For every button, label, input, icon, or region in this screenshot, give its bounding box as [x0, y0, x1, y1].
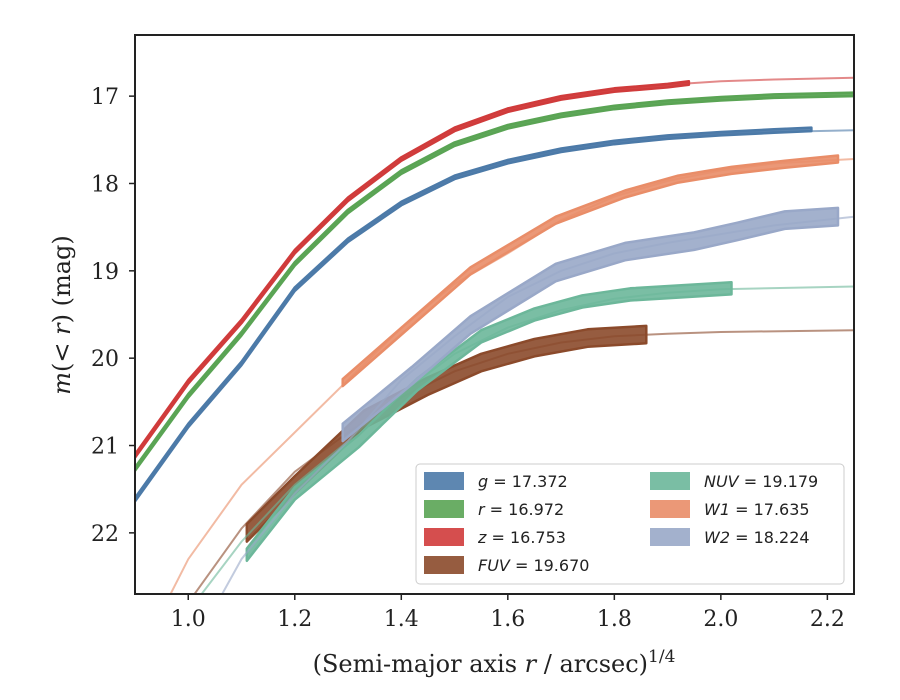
legend-label: W2 = 18.224 [704, 528, 810, 547]
y-tick-label: 19 [91, 260, 119, 285]
legend: g = 17.372 r = 16.972 z = 16.753 FUV = 19.6… [415, 463, 845, 585]
series-r [135, 91, 854, 473]
legend-label: FUV = 19.670 [478, 556, 589, 575]
y-tick-label: 17 [91, 85, 119, 110]
legend-item-fuv: FUV = 19.670 [424, 556, 589, 575]
legend-label: r = 16.972 [478, 500, 564, 519]
legend-swatch [650, 500, 690, 518]
legend-label: NUV = 19.179 [704, 472, 818, 491]
x-tick-label: 2.2 [810, 607, 845, 632]
legend-swatch [650, 472, 690, 490]
legend-swatch [424, 472, 464, 490]
legend-swatch [424, 556, 464, 574]
x-axis-ticks: 1.0 1.2 1.4 1.6 1.8 2.0 2.2 [171, 594, 845, 632]
plot-area [135, 76, 854, 594]
x-tick-label: 1.6 [490, 607, 525, 632]
series-z-data-band [135, 80, 691, 459]
series-g [135, 126, 854, 503]
legend-swatch [650, 528, 690, 546]
y-tick-label: 20 [91, 347, 119, 372]
y-tick-label: 18 [91, 172, 119, 197]
x-axis-title: (Semi-major axis r / arcsec)1/4 [313, 647, 676, 678]
legend-swatch [424, 528, 464, 546]
legend-label: z = 16.753 [477, 528, 566, 547]
series-r-data-band [135, 91, 854, 473]
legend-label: g = 17.372 [478, 472, 568, 491]
series-w1 [169, 154, 854, 594]
legend-item-r: r = 16.972 [424, 500, 564, 519]
legend-item-g: g = 17.372 [424, 472, 568, 491]
x-tick-label: 2.0 [703, 607, 738, 632]
series-g-data-band [135, 126, 813, 503]
legend-item-w1: W1 = 17.635 [650, 500, 810, 519]
legend-item-w2: W2 = 18.224 [650, 528, 810, 547]
y-tick-label: 22 [91, 522, 119, 547]
x-tick-label: 1.2 [277, 607, 312, 632]
legend-swatch [424, 500, 464, 518]
legend-item-z: z = 16.753 [424, 528, 566, 547]
x-tick-label: 1.4 [384, 607, 419, 632]
series-w2-data-band [341, 206, 840, 443]
series-w2 [221, 206, 854, 594]
plot-frame [134, 34, 855, 595]
legend-label: W1 = 17.635 [704, 500, 810, 519]
legend-item-nuv: NUV = 19.179 [650, 472, 818, 491]
y-axis-ticks: 17 18 19 20 21 22 [91, 85, 135, 547]
legend-frame [415, 463, 845, 585]
x-tick-label: 1.8 [597, 607, 632, 632]
y-tick-label: 21 [91, 435, 119, 460]
series-z [135, 76, 854, 459]
y-axis-title: m(< r) (mag) [48, 235, 76, 395]
series-w1-data-band [341, 154, 840, 388]
x-tick-label: 1.0 [171, 607, 206, 632]
